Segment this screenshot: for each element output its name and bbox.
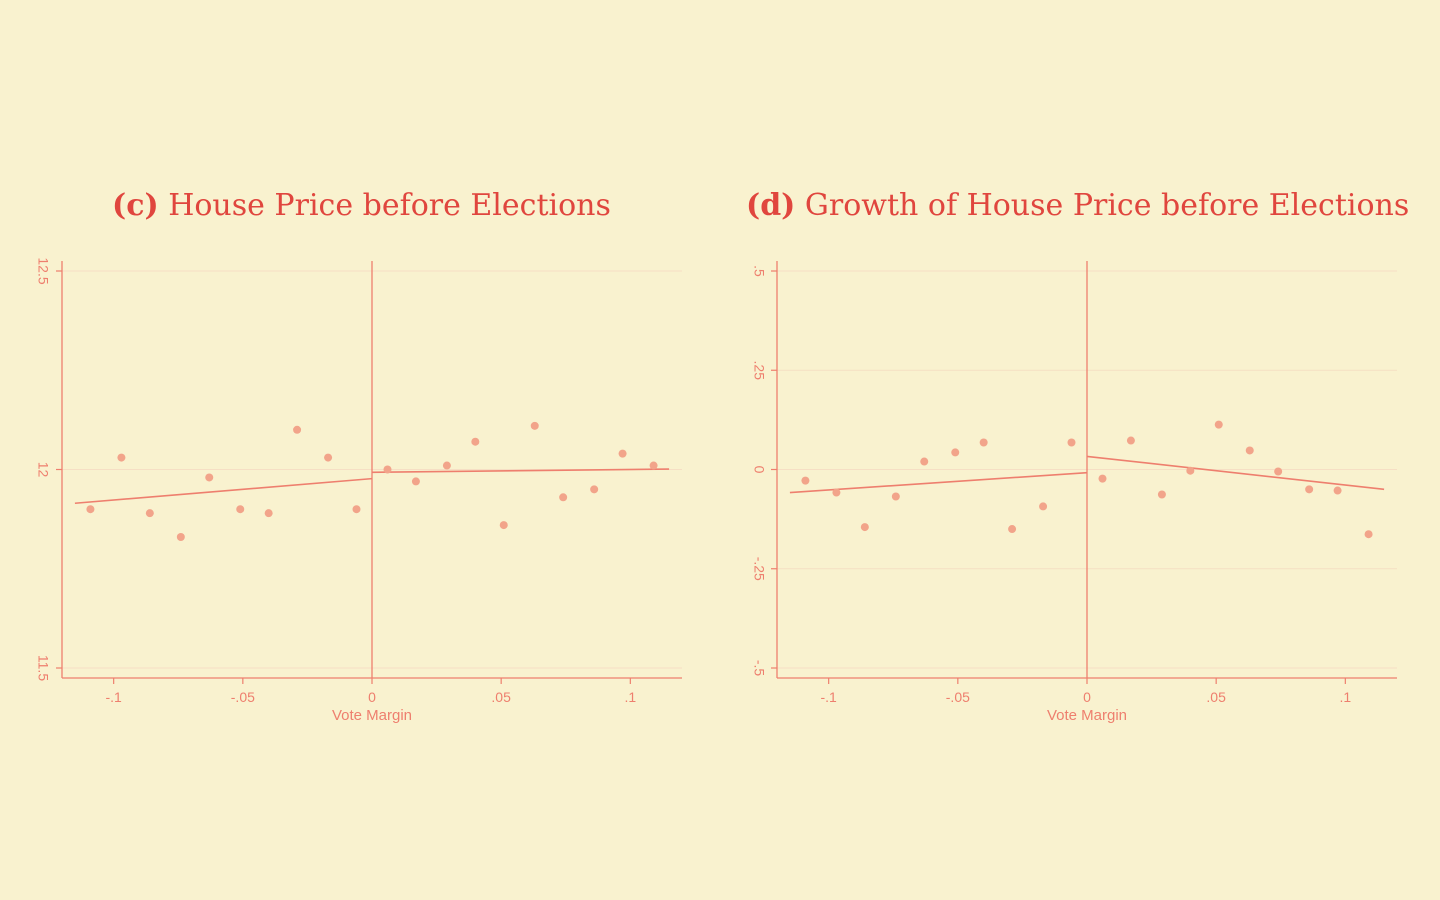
panel-d-x-tick-label: 0 (1083, 689, 1091, 705)
panel-d-y-tick-label: -.25 (751, 557, 767, 581)
panel-c-data-point-11 (411, 477, 420, 486)
panel-d-fit-line-right (1086, 455, 1385, 491)
panel-d-data-point-7 (1008, 525, 1017, 534)
panel-d-data-point-5 (951, 448, 960, 457)
panel-c-y-tick-label: 11.5 (35, 655, 51, 681)
panel-c-data-point-5 (236, 505, 245, 514)
panel-d-x-tick-label: .05 (1206, 689, 1226, 705)
panel-c-data-point-13 (471, 437, 480, 446)
panel-d-data-point-0 (801, 476, 810, 485)
panel-d-tag: (d) (746, 188, 796, 223)
panel-d-x-tick-label: -.05 (946, 689, 970, 705)
panel-d-x-axis-label: Vote Margin (1047, 707, 1127, 724)
panel-c-data-point-14 (499, 521, 508, 530)
panel-d-data-point-12 (1157, 490, 1166, 499)
panel-d-data-point-8 (1039, 502, 1048, 511)
panel-c-x-tick-label: .05 (491, 689, 511, 705)
panel-c-x-tick-label: -.1 (105, 689, 122, 705)
panel-d-data-point-17 (1305, 485, 1314, 494)
panel-c-data-point-16 (559, 493, 568, 502)
panel-c-data-point-9 (352, 505, 361, 514)
panel-c-x-tick-label: -.05 (231, 689, 255, 705)
panel-c-data-point-12 (442, 461, 451, 470)
panel-c-tag: (c) (112, 188, 159, 223)
panel-c-data-point-8 (324, 453, 333, 462)
panel-c-data-point-4 (205, 473, 214, 482)
panel-c-data-point-2 (145, 509, 154, 518)
panel-d-data-point-18 (1333, 486, 1342, 495)
panel-c-x-axis-label: Vote Margin (332, 707, 412, 724)
panel-c-y-tick-label: 12 (35, 462, 51, 478)
panel-d-data-point-19 (1364, 530, 1373, 539)
panel-c-title-text: House Price before Elections (168, 188, 611, 223)
panel-d-title: (d) Growth of House Price before Electio… (746, 188, 1409, 223)
panel-c-data-point-17 (590, 485, 599, 494)
panel-d-y-tick-label: .25 (751, 361, 767, 381)
panel-c-data-point-0 (86, 505, 95, 514)
panel-c-x-tick-label: 0 (368, 689, 376, 705)
panel-d-data-point-4 (920, 457, 929, 466)
panel-c-fit-line-right (371, 468, 670, 474)
panel-c-data-point-6 (264, 509, 273, 518)
panel-d-data-point-6 (979, 438, 988, 447)
panel-c-data-point-10 (383, 465, 392, 474)
panel-c-data-point-3 (176, 532, 185, 541)
panel-d-data-point-1 (832, 488, 841, 497)
panel-d-data-point-2 (860, 523, 869, 532)
panel-c-data-point-18 (618, 449, 627, 458)
panel-d-y-tick-label: 0 (751, 466, 767, 474)
panel-c-y-tick-label: 12.5 (35, 257, 51, 284)
panel-d-y-tick-label: -.5 (751, 660, 767, 677)
panel-d-data-point-16 (1274, 467, 1283, 476)
panel-d-data-point-15 (1245, 446, 1254, 455)
panel-c-title: (c) House Price before Elections (112, 188, 611, 223)
panel-d-data-point-9 (1067, 438, 1076, 447)
panel-c-x-tick-label: .1 (624, 689, 636, 705)
panel-c-data-point-7 (293, 425, 302, 434)
panel-d-data-point-3 (891, 492, 900, 501)
panel-d-data-point-11 (1126, 436, 1135, 445)
panel-c-fit-line-left (74, 477, 373, 505)
panel-d-title-text: Growth of House Price before Elections (804, 188, 1410, 223)
panel-d-y-tick-label: .5 (751, 265, 767, 277)
panel-c-data-point-15 (530, 421, 539, 430)
panel-d-fit-line-left (789, 471, 1088, 494)
panel-d-data-point-14 (1214, 420, 1223, 429)
panel-c-data-point-19 (649, 461, 658, 470)
panel-d-x-tick-label: .1 (1339, 689, 1351, 705)
panel-c-data-point-1 (117, 453, 126, 462)
panel-d-data-point-13 (1186, 466, 1195, 475)
panel-d-x-tick-label: -.1 (820, 689, 837, 705)
panel-d-data-point-10 (1098, 474, 1107, 483)
